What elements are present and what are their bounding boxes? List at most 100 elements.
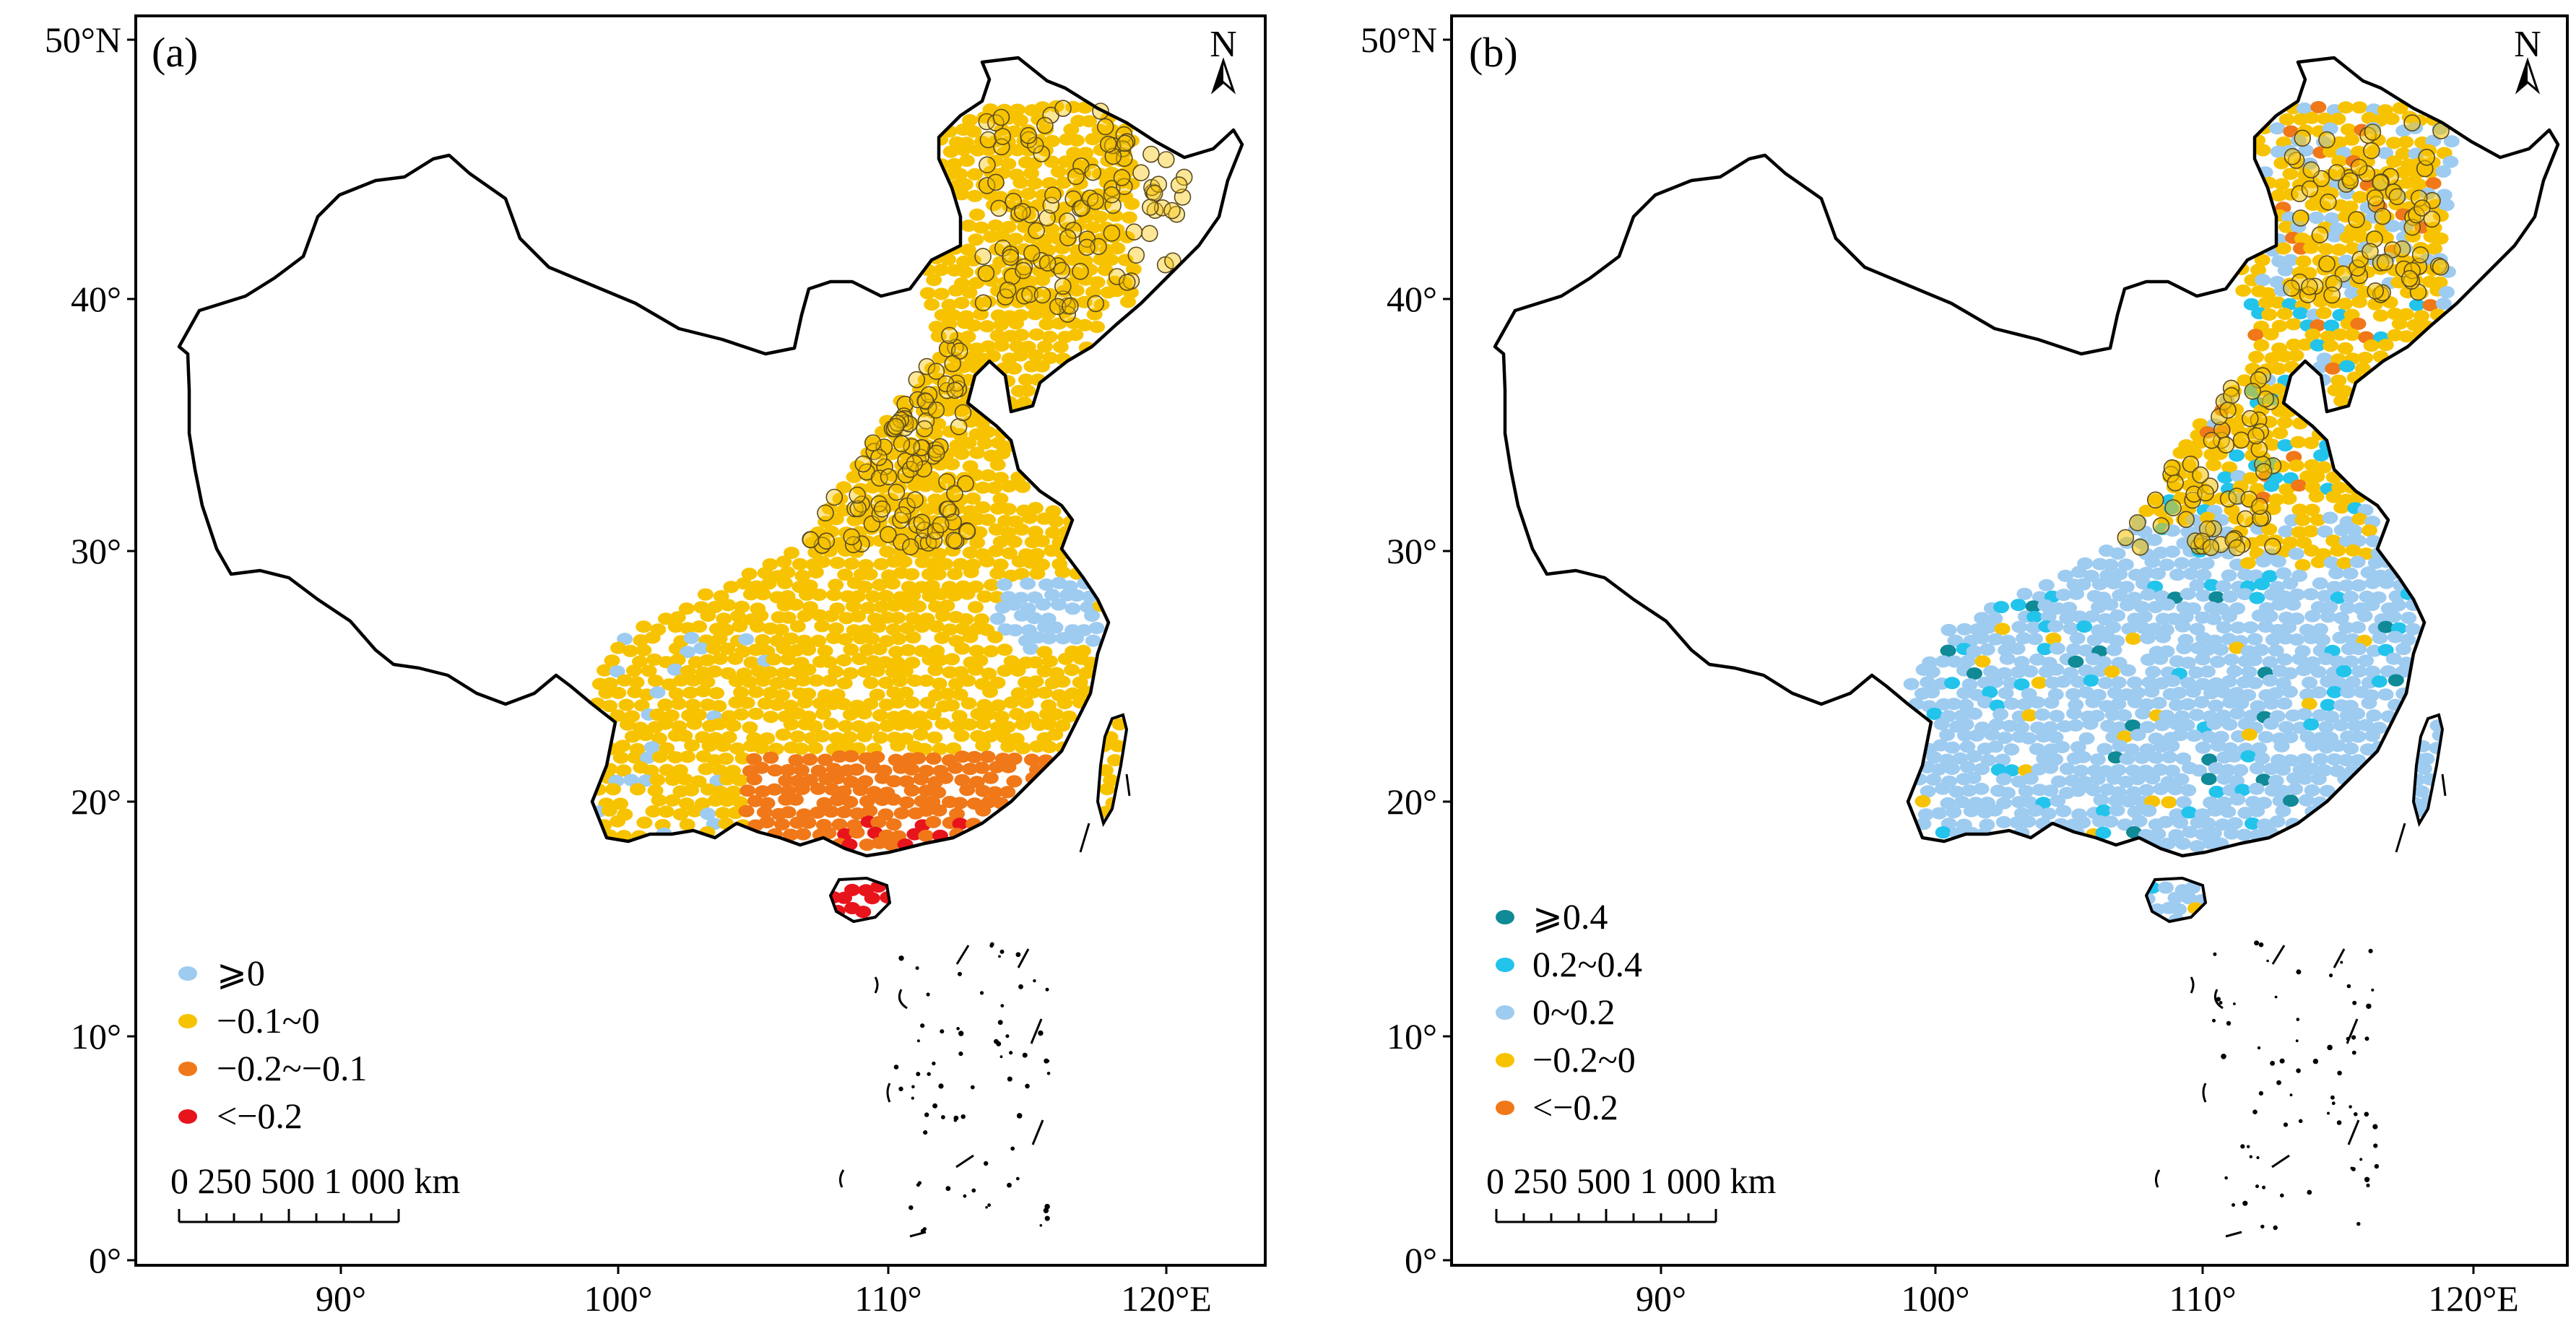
island-dot: [938, 1083, 944, 1089]
island-dot: [2295, 1039, 2299, 1043]
station-point: [1982, 686, 1998, 698]
station-point: [2349, 555, 2366, 568]
station-point: [1055, 632, 1072, 645]
island-dot: [2240, 1144, 2245, 1149]
station-point: [783, 632, 799, 645]
station-point: [647, 675, 664, 688]
station-point: [2096, 742, 2113, 755]
station-point: [990, 699, 1007, 712]
station-point: [2001, 719, 2018, 732]
station-point: [2086, 633, 2103, 646]
island-dot: [2307, 1189, 2312, 1195]
station-point: [918, 829, 934, 842]
significance-circle: [818, 532, 835, 550]
station-point: [2105, 577, 2122, 590]
station-point: [1085, 285, 1101, 298]
station-point: [760, 577, 777, 590]
station-point: [892, 675, 908, 688]
station-point: [741, 568, 758, 581]
station-point: [966, 189, 983, 202]
significance-circle: [974, 294, 992, 312]
station-point: [2181, 892, 2197, 905]
station-point: [783, 718, 799, 731]
y-tick-label: 30°: [71, 531, 121, 571]
station-point: [1106, 230, 1122, 243]
station-point: [672, 808, 689, 821]
station-point: [2140, 588, 2156, 601]
station-point: [2320, 610, 2336, 623]
south-china-sea-islands: [2154, 773, 2447, 1238]
station-point: [2031, 676, 2047, 689]
station-point: [2329, 655, 2346, 668]
station-point: [1030, 199, 1046, 212]
station-point: [2240, 750, 2257, 763]
station-point: [617, 674, 633, 687]
station-point: [946, 157, 963, 170]
station-point: [812, 697, 828, 710]
north-arrow-icon: N: [2514, 24, 2541, 95]
station-point: [646, 653, 663, 666]
station-point: [915, 428, 932, 440]
station-point: [2387, 308, 2403, 320]
station-point: [2392, 102, 2408, 115]
station-point: [763, 711, 779, 724]
significance-circle: [2341, 172, 2359, 190]
station-point: [832, 493, 849, 506]
station-point: [962, 114, 978, 126]
station-point: [2271, 754, 2287, 766]
station-point: [1995, 753, 2011, 766]
station-point: [864, 892, 880, 905]
station-point: [1961, 784, 1977, 797]
station-point: [1980, 621, 1997, 634]
station-point: [605, 783, 621, 796]
station-point: [1006, 775, 1023, 788]
station-point: [2364, 729, 2381, 742]
station-point: [2270, 555, 2286, 568]
island-dot: [1045, 987, 1049, 992]
station-point: [953, 297, 970, 309]
station-point: [667, 620, 684, 633]
station-point: [2206, 717, 2223, 730]
station-point: [871, 643, 888, 656]
station-point: [1965, 771, 1982, 784]
station-point: [2195, 653, 2211, 666]
station-point: [1983, 665, 1999, 678]
station-point: [933, 588, 950, 601]
station-point: [2310, 665, 2327, 678]
island-dot: [911, 1085, 915, 1089]
station-point: [1931, 807, 1948, 820]
station-point: [975, 481, 991, 494]
station-point: [2151, 696, 2167, 709]
significance-circle: [2257, 390, 2274, 408]
station-point: [2154, 719, 2170, 732]
station-point: [2220, 805, 2237, 818]
station-point: [951, 710, 968, 723]
station-point: [2221, 675, 2237, 688]
station-point: [658, 612, 674, 625]
y-axis: 50°N 40° 30° 20° 10° 0°: [1361, 19, 1452, 1280]
station-point: [2340, 686, 2356, 698]
station-point: [968, 644, 985, 657]
island-dot: [920, 1228, 926, 1234]
station-point: [1947, 634, 1964, 647]
station-point: [2262, 674, 2278, 687]
station-point: [1990, 763, 2007, 776]
station-point: [2350, 145, 2367, 158]
station-point: [980, 425, 997, 438]
station-point: [1966, 667, 1982, 680]
significance-circle: [2192, 466, 2209, 484]
station-point: [2120, 795, 2137, 807]
station-point: [1010, 687, 1027, 700]
station-point: [636, 816, 653, 829]
station-point: [2270, 383, 2286, 396]
station-point: [2351, 101, 2368, 114]
island-dot: [2283, 1122, 2289, 1127]
station-point: [789, 730, 806, 743]
island-dot: [979, 991, 984, 995]
island-dot: [2219, 1001, 2223, 1005]
island-dot: [987, 1203, 991, 1208]
station-point: [2203, 687, 2219, 700]
station-point: [2195, 741, 2211, 754]
station-point: [1000, 112, 1017, 125]
station-point: [904, 503, 921, 516]
